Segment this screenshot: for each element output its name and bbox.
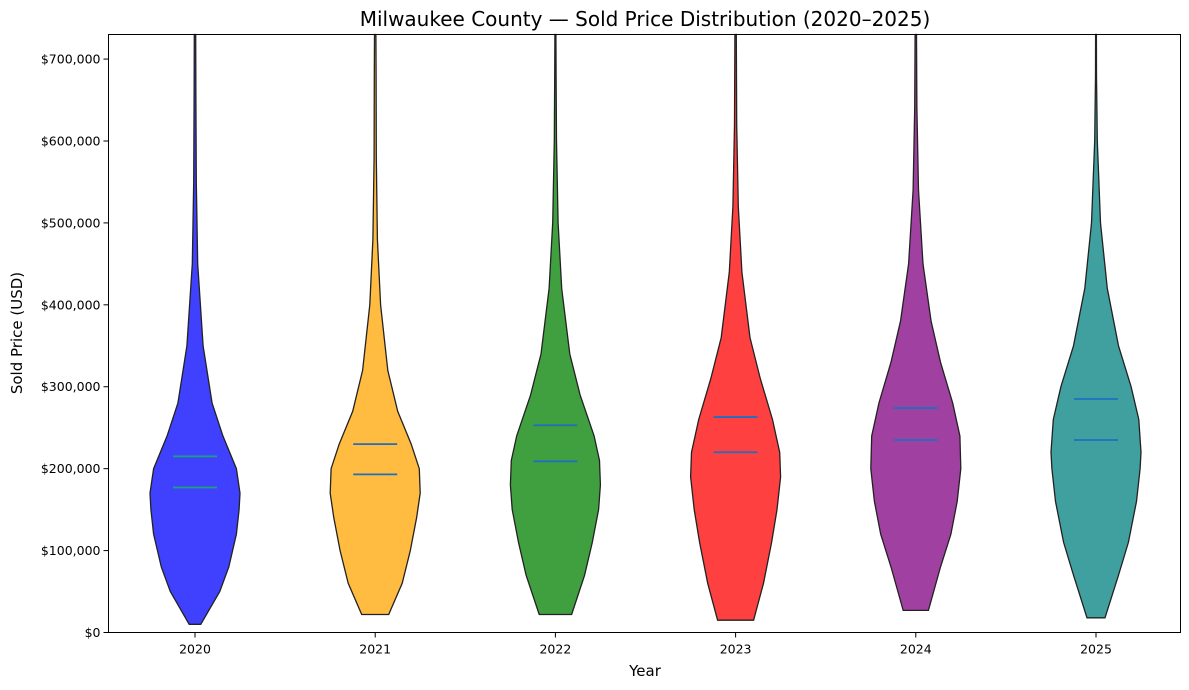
y-axis-ticks: $0 $100,000 $200,000 $300,000 $400,000 $500,0… <box>41 52 109 640</box>
x-tick-label: 2022 <box>539 642 571 657</box>
violin-group <box>149 33 1142 625</box>
y-tick-label: $700,000 <box>41 52 101 67</box>
stat-lines-group <box>173 398 1118 489</box>
x-axis-ticks: 2020 2021 2022 2023 2024 2025 <box>179 632 1112 657</box>
y-tick-label: $100,000 <box>41 543 101 558</box>
x-tick-label: 2023 <box>720 642 752 657</box>
y-tick-label: $300,000 <box>41 379 101 394</box>
y-tick-label: $200,000 <box>41 461 101 476</box>
x-tick-label: 2025 <box>1080 642 1112 657</box>
x-tick-label: 2024 <box>900 642 932 657</box>
y-tick-label: $0 <box>85 625 101 640</box>
y-tick-label: $600,000 <box>41 133 101 148</box>
x-tick-label: 2020 <box>179 642 211 657</box>
y-tick-label: $400,000 <box>41 297 101 312</box>
x-tick-label: 2021 <box>359 642 391 657</box>
violin-2025 <box>1050 33 1142 619</box>
plot-frame <box>108 34 1181 633</box>
violin-2024 <box>870 33 962 612</box>
y-axis-label: Sold Price (USD) <box>8 272 26 394</box>
violin-2022 <box>509 33 602 616</box>
violin-2023 <box>689 33 782 621</box>
violin-2020 <box>149 33 241 625</box>
violin-2021 <box>329 33 421 616</box>
x-axis-label: Year <box>628 662 662 680</box>
y-tick-label: $500,000 <box>41 215 101 230</box>
chart-title: Milwaukee County — Sold Price Distributi… <box>360 7 931 31</box>
